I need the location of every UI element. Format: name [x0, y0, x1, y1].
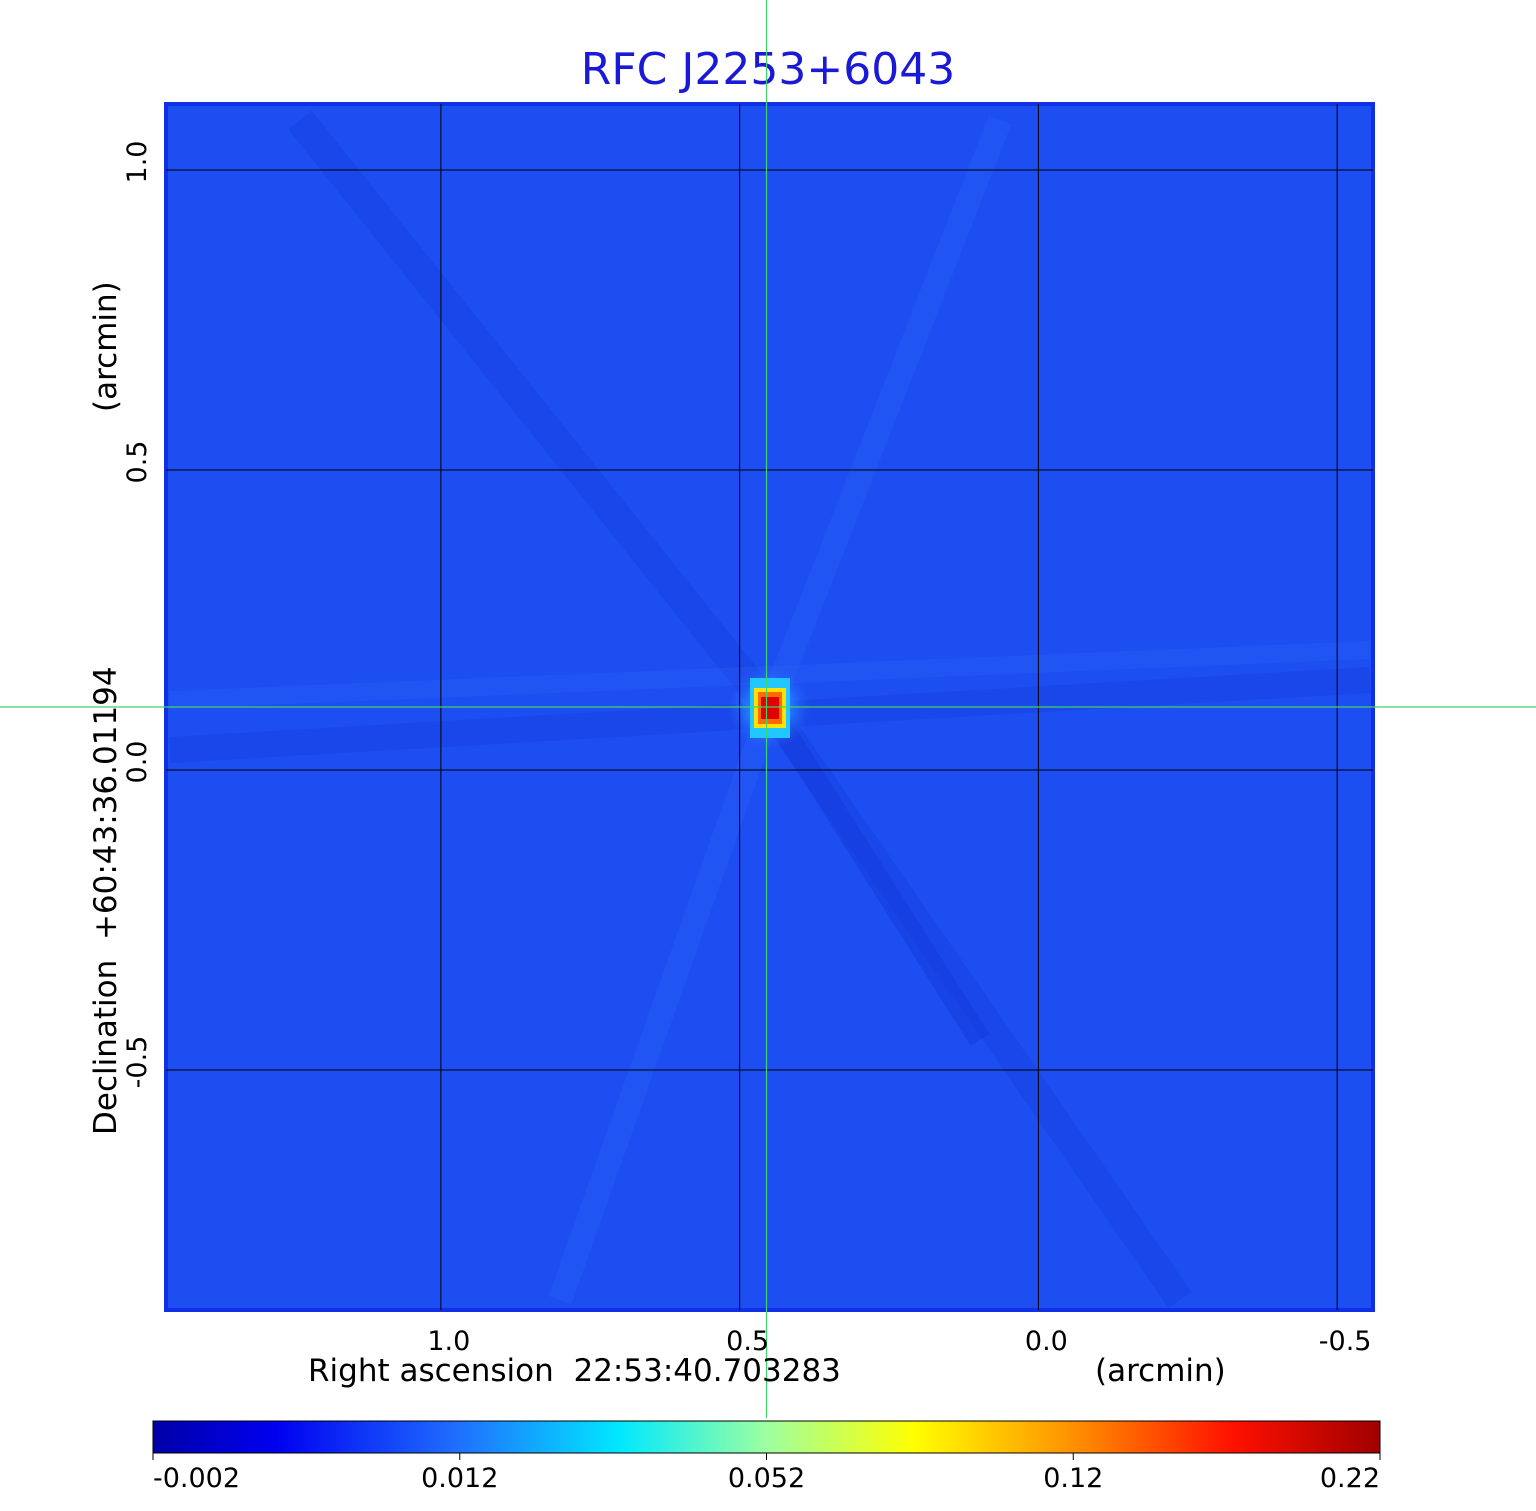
y-axis-unit: (arcmin) [88, 281, 124, 412]
y-axis-label: Declination +60:43:36.01194 [88, 666, 124, 1135]
source-peak [727, 666, 811, 750]
y-tick-label-3: -0.5 [122, 1036, 153, 1089]
x-tick-label-2: 0.0 [1025, 1326, 1068, 1357]
colorbar [152, 1420, 1381, 1454]
colorbar-tick-labels: -0.002 0.012 0.052 0.12 0.22 [152, 1453, 1381, 1494]
y-tick-labels: 1.0 0.5 0.0 -0.5 [122, 141, 153, 1089]
colorbar-tick-label-3: 0.12 [1043, 1463, 1103, 1494]
y-tick-label-1: 0.5 [122, 441, 153, 484]
x-tick-labels: 1.0 0.5 0.0 -0.5 [427, 1326, 1371, 1357]
x-axis-label: Right ascension 22:53:40.703283 [308, 1353, 841, 1389]
colorbar-tick-label-0: -0.002 [153, 1463, 240, 1494]
y-tick-label-0: 1.0 [122, 141, 153, 184]
x-tick-label-1: 0.5 [726, 1326, 769, 1357]
colorbar-tick-label-4: 0.22 [1320, 1463, 1380, 1494]
colorbar-tick-label-2: 0.052 [728, 1463, 805, 1494]
colorbar-tick-label-1: 0.012 [421, 1463, 498, 1494]
crosshair [0, 0, 1536, 1418]
chart-title: RFC J2253+6043 [581, 44, 955, 95]
y-tick-label-2: 0.0 [122, 741, 153, 784]
x-axis-unit: (arcmin) [1095, 1353, 1226, 1389]
x-tick-label-0: 1.0 [427, 1326, 470, 1357]
x-tick-label-3: -0.5 [1319, 1326, 1372, 1357]
